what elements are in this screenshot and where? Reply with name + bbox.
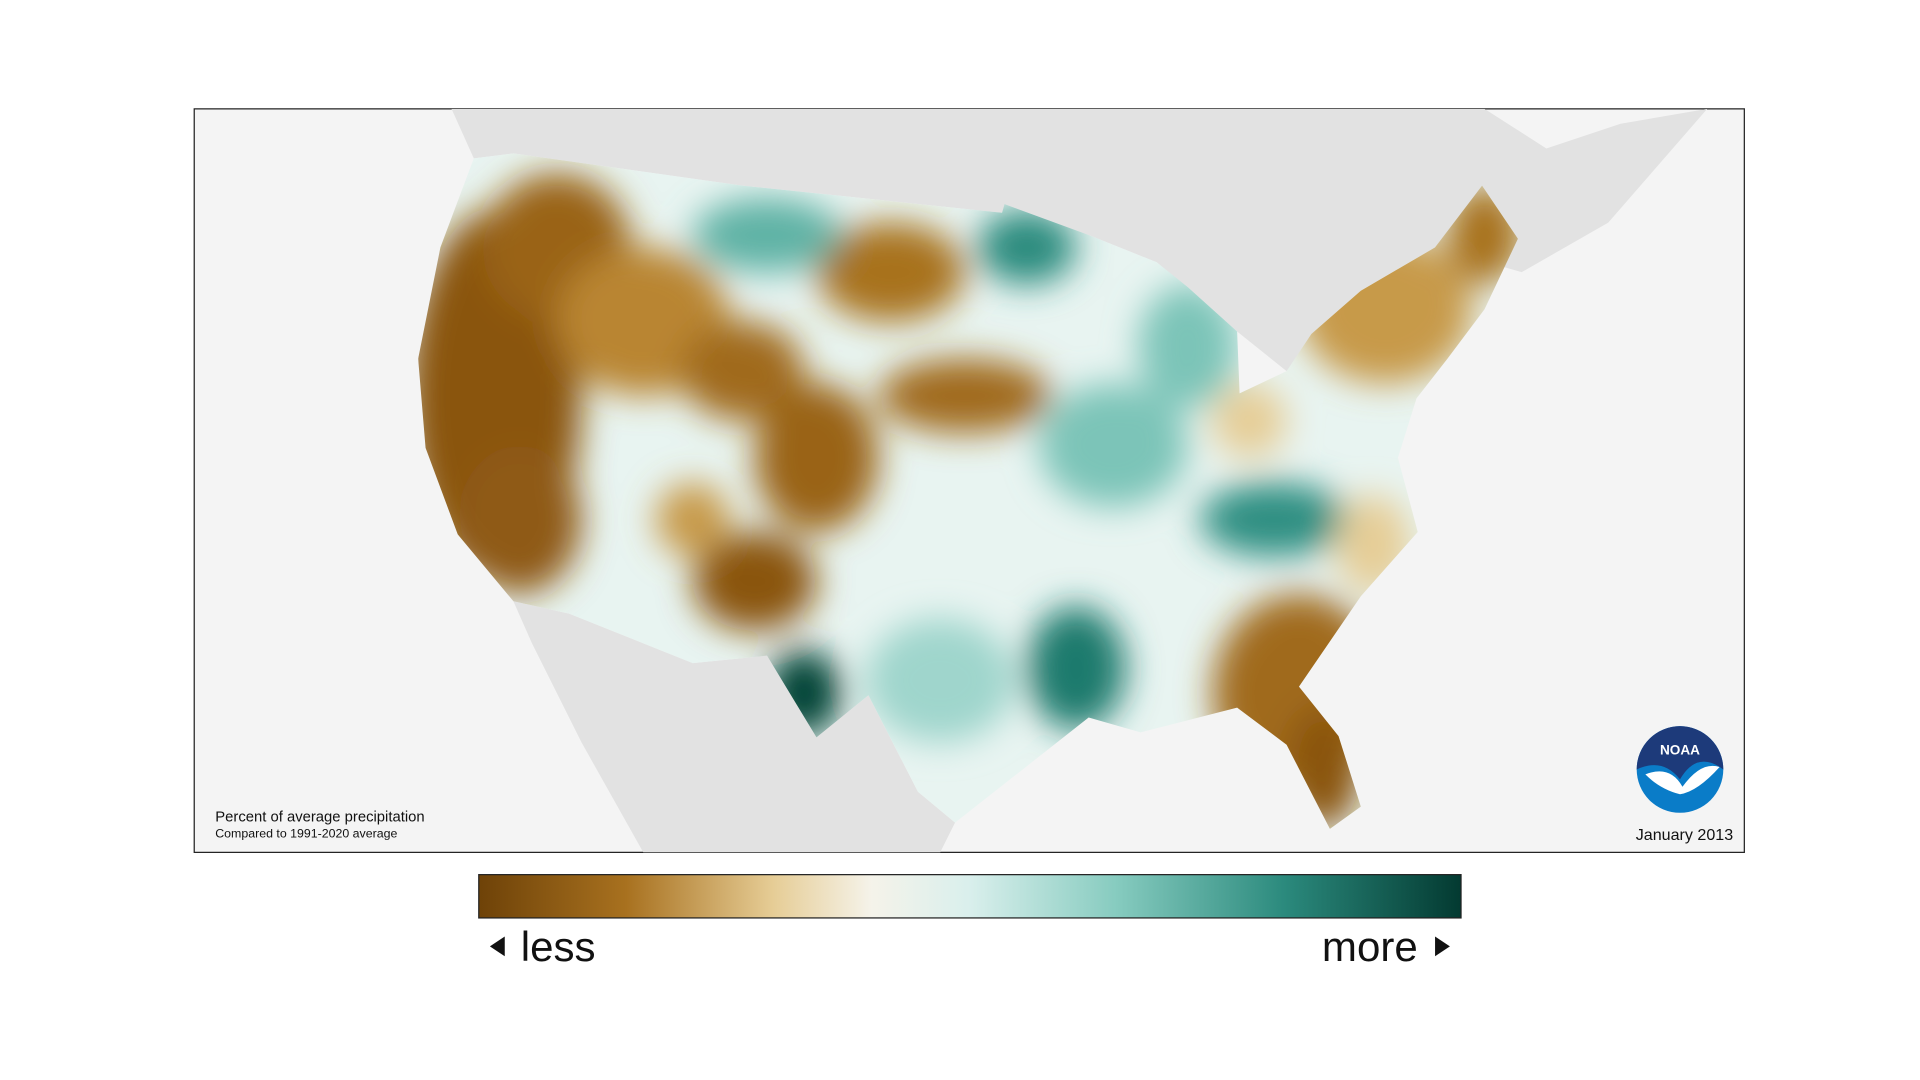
legend-less: less [521, 923, 596, 970]
map-title: Percent of average precipitation [215, 809, 424, 825]
logo-text: NOAA [1660, 743, 1700, 758]
map-date: January 2013 [1636, 826, 1733, 844]
legend-more: more [1322, 923, 1418, 970]
more-arrow [1435, 936, 1450, 957]
map-subtitle: Compared to 1991-2020 average [215, 827, 397, 841]
noaa-logo: NOAA [1636, 726, 1724, 813]
neighbor-land [451, 108, 1708, 853]
less-arrow [489, 936, 505, 957]
legend-bar [478, 874, 1462, 919]
